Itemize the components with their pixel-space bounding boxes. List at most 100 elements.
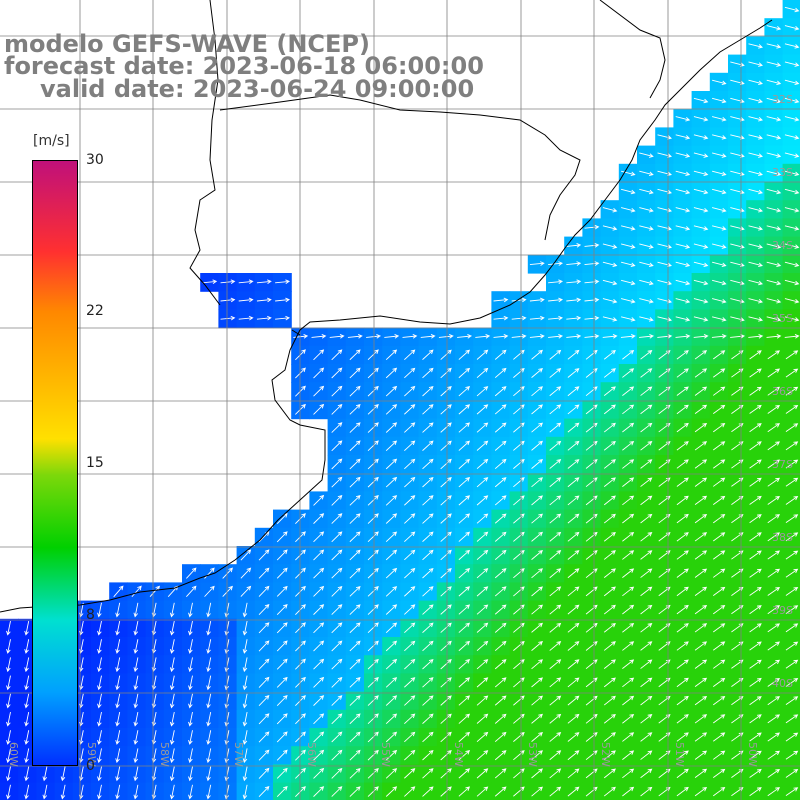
wind-arrow: [748, 116, 763, 122]
wind-arrow: [313, 367, 325, 379]
wind-arrow: [712, 368, 726, 378]
wind-arrow: [676, 441, 689, 451]
wind-arrow: [622, 368, 635, 378]
wind-arrow: [785, 714, 799, 724]
wind-arrow: [694, 604, 708, 615]
wind-arrow: [584, 279, 600, 285]
wind-arrow: [206, 620, 212, 636]
wind-arrow: [440, 677, 452, 688]
wind-arrow: [640, 550, 653, 560]
wind-arrow: [385, 640, 398, 652]
wind-arrow: [784, 43, 800, 49]
lon-label: 54W: [452, 742, 465, 767]
wind-arrow: [385, 622, 398, 634]
wind-arrow: [366, 334, 381, 339]
wind-arrow: [476, 440, 489, 451]
wind-arrow: [367, 658, 379, 670]
wind-arrow: [531, 495, 543, 506]
wind-arrow: [712, 225, 727, 231]
wind-arrow: [113, 585, 124, 598]
wind-arrow: [603, 513, 616, 524]
wind-arrow: [712, 677, 726, 687]
wind-arrow: [640, 659, 653, 669]
wind-arrow: [422, 695, 434, 706]
wind-arrow: [349, 567, 361, 579]
wind-arrow: [367, 385, 379, 397]
wind-arrow: [766, 116, 782, 122]
wind-arrow: [367, 713, 379, 725]
wind-arrow: [785, 623, 799, 633]
wind-arrow: [458, 713, 471, 724]
wind-arrow: [676, 604, 689, 615]
wind-arrow: [548, 334, 563, 339]
wind-arrow: [188, 639, 193, 654]
wind-arrow: [97, 675, 102, 691]
wind-arrow: [640, 495, 653, 506]
wind-arrow: [385, 786, 398, 797]
lat-label: 34S: [772, 239, 793, 252]
wind-arrow: [676, 513, 689, 524]
wind-arrow: [785, 768, 799, 778]
wind-arrow: [693, 334, 709, 339]
wind-arrow: [767, 641, 781, 651]
wind-arrow: [6, 784, 11, 800]
wind-arrow: [169, 730, 175, 745]
wind-arrow: [494, 440, 507, 451]
wind-arrow: [640, 732, 653, 742]
wind-arrow: [224, 657, 230, 673]
wind-arrow: [749, 477, 762, 487]
wind-arrow: [458, 477, 471, 488]
wind-arrow: [657, 279, 672, 286]
wind-arrow: [676, 768, 689, 779]
wind-arrow: [258, 749, 270, 761]
wind-arrow: [531, 622, 543, 633]
wind-arrow: [567, 422, 580, 433]
wind-arrow: [349, 767, 361, 779]
wind-arrow: [712, 714, 726, 724]
wind-arrow: [694, 532, 708, 542]
wind-arrow: [331, 749, 343, 761]
wind-arrow: [242, 657, 248, 673]
wind-arrow: [404, 731, 416, 743]
wind-arrow: [367, 567, 379, 579]
wind-arrow: [513, 768, 525, 779]
wind-arrow: [767, 787, 781, 797]
wind-arrow: [567, 477, 580, 488]
wind-arrow: [331, 713, 343, 725]
wind-arrow: [531, 477, 543, 488]
wind-arrow: [404, 658, 416, 670]
wind-arrow: [494, 458, 507, 470]
wind-arrow: [349, 476, 361, 488]
wind-arrow: [242, 766, 248, 782]
wind-arrow: [693, 298, 709, 304]
wind-arrow: [258, 767, 270, 779]
wind-arrow: [404, 695, 416, 706]
wind-arrow: [784, 97, 800, 104]
wind-arrow: [549, 404, 562, 415]
wind-arrow: [276, 749, 288, 761]
wind-arrow: [311, 334, 327, 339]
wind-arrow: [349, 676, 361, 688]
wind-arrow: [549, 604, 562, 615]
wind-arrow: [404, 640, 416, 652]
wind-arrow: [712, 514, 726, 524]
wind-arrow: [531, 659, 543, 670]
wind-arrow: [531, 640, 543, 651]
wind-arrow: [767, 586, 781, 596]
wind-arrow: [657, 207, 672, 213]
wind-arrow: [115, 730, 121, 745]
wind-arrow: [676, 532, 689, 542]
wind-arrow: [784, 316, 800, 322]
wind-arrow: [603, 677, 616, 688]
wind-arrow: [622, 513, 635, 524]
wind-arrow: [513, 568, 525, 579]
wind-arrow: [276, 767, 288, 779]
wind-arrow: [567, 695, 580, 706]
wind-arrow: [584, 334, 600, 339]
wind-arrow: [385, 586, 398, 597]
wind-arrow: [531, 677, 543, 688]
wind-arrow: [422, 713, 434, 724]
wind-arrow: [621, 207, 636, 213]
wind-arrow: [186, 585, 197, 597]
wind-arrow: [640, 623, 653, 633]
